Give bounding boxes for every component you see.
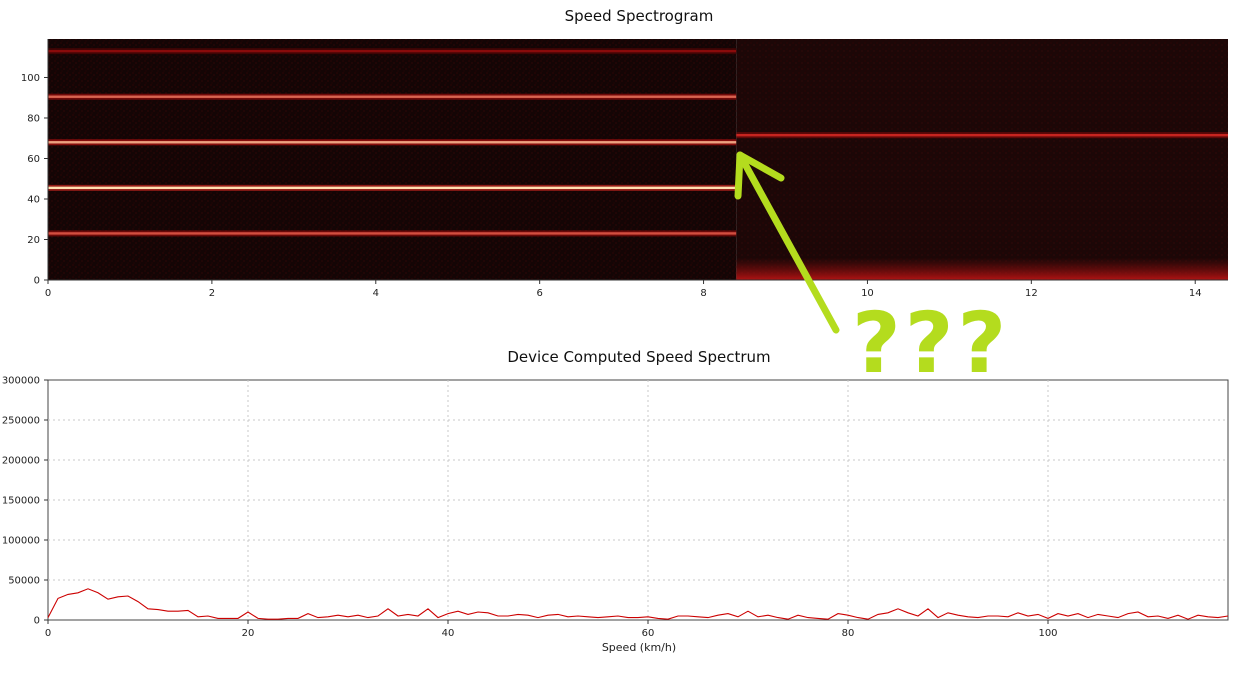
spectrogram-x-tick-label: 14 xyxy=(1189,288,1202,299)
annotation-arrow-head xyxy=(734,151,785,200)
spectrum-y-tick-label: 300000 xyxy=(2,376,40,387)
spectrogram-title: Speed Spectrogram xyxy=(565,7,714,25)
spectrum-x-tick-label: 80 xyxy=(842,628,855,639)
spectrogram-low-band xyxy=(736,257,1228,280)
spectrum-y-tick-label: 200000 xyxy=(2,456,40,467)
spectrum-x-tick-label: 0 xyxy=(45,628,51,639)
spectrogram-y-tick-label: 0 xyxy=(34,276,40,287)
spectrogram-y-tick-label: 40 xyxy=(27,194,40,205)
annotation-arrow-shaft xyxy=(736,151,840,334)
spectrum-y-tick-label: 0 xyxy=(34,616,40,627)
spectrum-x-tick-label: 20 xyxy=(242,628,255,639)
spectrogram-y-tick-label: 80 xyxy=(27,113,40,124)
spectrogram-band xyxy=(48,232,737,235)
spectrogram-x-tick-label: 10 xyxy=(861,288,874,299)
spectrogram-y-tick-label: 100 xyxy=(21,73,40,84)
spectrogram-band xyxy=(48,186,737,190)
spectrum-title: Device Computed Speed Spectrum xyxy=(507,348,770,366)
spectrum-x-axis-label: Speed (km/h) xyxy=(602,641,676,654)
spectrogram-x-tick-label: 4 xyxy=(373,288,379,299)
spectrogram-x-tick-label: 6 xyxy=(536,288,542,299)
spectrogram-x-tick-label: 8 xyxy=(700,288,706,299)
spectrogram-x-tick-label: 2 xyxy=(209,288,215,299)
spectrogram-plot: 0 2 4 6 8 10 12 14 0 20 40 60 80 100 xyxy=(21,39,1228,299)
spectrogram-band xyxy=(736,133,1228,137)
annotation: ??? xyxy=(734,151,1010,392)
spectrum-y-tick-label: 100000 xyxy=(2,536,40,547)
spectrogram-band xyxy=(48,49,737,53)
spectrogram-x-tick-label: 12 xyxy=(1025,288,1038,299)
spectrogram-y-tick-label: 20 xyxy=(27,235,40,246)
spectrogram-y-tick-label: 60 xyxy=(27,154,40,165)
spectrum-x-tick-label: 100 xyxy=(1038,628,1057,639)
spectrogram-x-tick-label: 0 xyxy=(45,288,51,299)
spectrum-plot: 0 20 40 60 80 100 0 50000 100000 150000 200000 2500… xyxy=(2,376,1229,639)
spectrum-x-tick-label: 40 xyxy=(442,628,455,639)
spectrum-y-tick-label: 250000 xyxy=(2,416,40,427)
annotation-question-marks: ??? xyxy=(852,294,1010,392)
spectrogram-noise xyxy=(736,39,1228,280)
spectrum-y-tick-label: 50000 xyxy=(8,576,40,587)
spectrum-x-tick-label: 60 xyxy=(642,628,655,639)
spectrogram-noise xyxy=(48,39,737,280)
spectrum-y-tick-label: 150000 xyxy=(2,496,40,507)
spectrogram-band xyxy=(48,141,737,144)
spectrogram-band xyxy=(48,95,737,98)
spectrum-series-line xyxy=(47,588,1229,620)
